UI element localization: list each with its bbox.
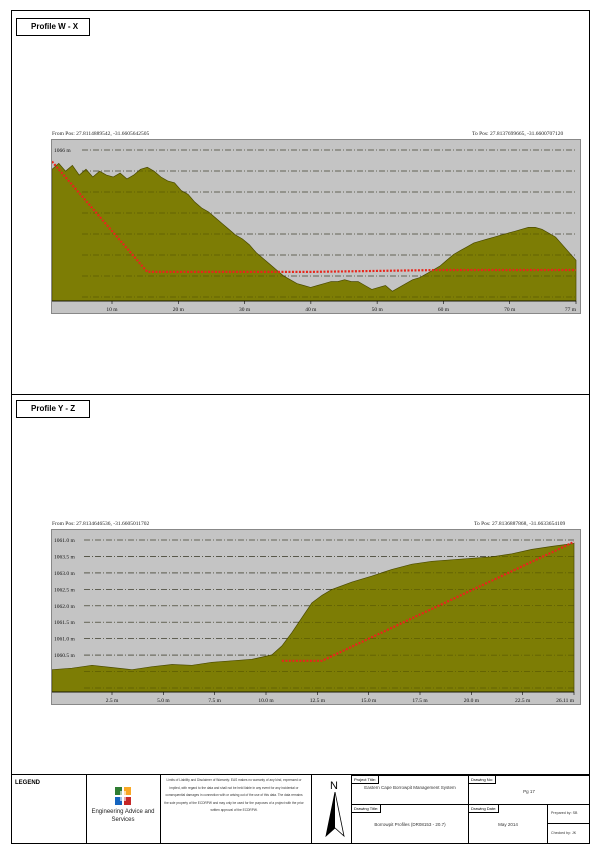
x-tick-label: 70 m [504, 307, 516, 313]
to-position-label: To Pos: 27.8137699665, -31.6600707120 [472, 131, 564, 137]
design-level-line [281, 540, 575, 662]
disclaimer-text: Limits of Liability and Disclaimer of Wa… [164, 778, 304, 813]
drawing-title-label: Drawing Title: [352, 805, 382, 813]
drawing-title: Borrowpit Profiles (DR08153 - 20.7) [374, 822, 446, 827]
drawing-date-cell: Drawing Date: May 2014 [468, 804, 548, 844]
company-name: Engineering Advice and Services [91, 809, 155, 823]
drawing-sheet [11, 10, 590, 844]
company-cell: Engineering Advice and Services [86, 775, 160, 844]
y-tick-label: 1066 m [54, 148, 71, 154]
legend-title: LEGEND [15, 780, 41, 786]
x-tick-label: 7.5 m [208, 698, 221, 704]
drawing-date-label: Drawing Date: [469, 805, 500, 813]
x-tick-label: 15.0 m [361, 698, 377, 704]
panel-title-w-x: Profile W - X [16, 18, 90, 36]
x-tick-label: 30 m [239, 307, 251, 313]
disclaimer-cell: Limits of Liability and Disclaimer of Wa… [160, 775, 311, 844]
x-tick-label: 40 m [305, 307, 317, 313]
prepared-by-cell: Prepared by: SB [547, 804, 590, 824]
design-level-line [52, 160, 576, 273]
panel-title-y-z: Profile Y - Z [16, 400, 90, 418]
north-label: N [330, 780, 338, 792]
x-tick-label: 5.0 m [157, 698, 170, 704]
x-tick-label: 26.11 m [556, 698, 575, 704]
y-tick-label: 1062.5 m [54, 587, 76, 593]
y-tick-label: 1061.0 m [54, 538, 76, 544]
y-tick-label: 1063.0 m [54, 571, 76, 577]
y-tick-label: 1062.0 m [54, 604, 76, 610]
title-block: LEGEND Engineering Advice and Services L… [11, 774, 590, 844]
y-tick-label: 1061.0 m [54, 637, 76, 643]
x-tick-label: 10.0 m [258, 698, 274, 704]
drawing-no-cell: Drawing No: Pg 17 [468, 775, 590, 805]
checked-by-cell: Checked by: JK [547, 823, 590, 844]
company-logo-icon [115, 787, 131, 805]
from-position-label: From Pos: 27.8114889542, -31.6605642505 [52, 131, 150, 137]
y-tick-label: 1060.5 m [54, 653, 76, 659]
x-tick-label: 60 m [438, 307, 450, 313]
drawing-no: Pg 17 [523, 789, 535, 794]
from-position-label: From Pos: 27.8134646536, -31.6605011702 [52, 521, 150, 527]
checked-by: Checked by: JK [551, 831, 577, 835]
to-position-label: To Pos: 27.8136887868, -31.6633654109 [474, 521, 566, 527]
project-title-cell: Project Title: Eastern Cape Borrowpit Ma… [351, 775, 469, 805]
north-arrow: N [325, 780, 345, 838]
x-tick-label: 12.5 m [310, 698, 326, 704]
panel-divider [11, 394, 590, 395]
x-tick-label: 2.5 m [106, 698, 119, 704]
project-title: Eastern Cape Borrowpit Management System [364, 785, 456, 790]
x-tick-label: 77 m [565, 307, 577, 313]
drawing-date: May 2014 [498, 822, 518, 827]
drawing-title-cell: Drawing Title: Borrowpit Profiles (DR081… [351, 804, 469, 844]
x-tick-label: 22.5 m [515, 698, 531, 704]
y-tick-label: 1063.5 m [54, 554, 76, 560]
prepared-by: Prepared by: SB [551, 811, 578, 815]
x-tick-label: 20 m [173, 307, 185, 313]
drawing-no-label: Drawing No: [469, 776, 497, 784]
north-arrow-icon [325, 792, 345, 838]
x-tick-label: 20.0 m [464, 698, 480, 704]
x-tick-label: 17.5 m [412, 698, 428, 704]
project-title-label: Project Title: [352, 776, 380, 784]
x-tick-label: 50 m [372, 307, 384, 313]
title-block-cells: Project Title: Eastern Cape Borrowpit Ma… [351, 775, 590, 844]
y-tick-label: 1061.5 m [54, 620, 76, 626]
north-arrow-cell: N [311, 775, 351, 844]
terrain-area [52, 542, 575, 693]
x-tick-label: 10 m [106, 307, 118, 313]
terrain-area [52, 162, 577, 302]
